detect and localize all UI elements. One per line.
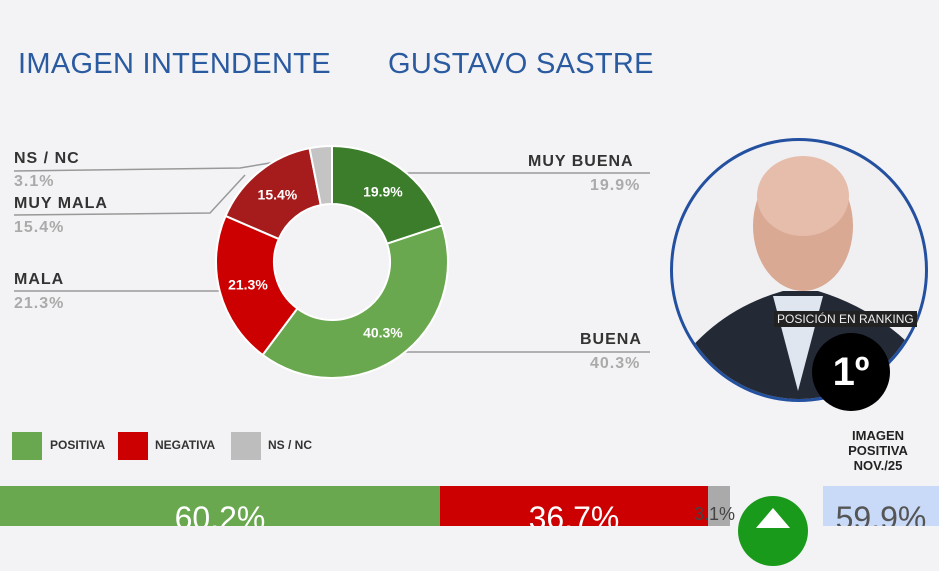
bar-positiva: 60.2% — [0, 486, 440, 526]
bar-positiva-label: 60.2% — [174, 500, 266, 526]
slice-mala — [215, 214, 299, 357]
bar-negativa: 36.7% — [440, 486, 708, 526]
candidate-photo — [670, 138, 928, 402]
legend-label-ns-nc: NS / NC — [268, 438, 313, 452]
legend-swatch-negativa — [118, 432, 148, 460]
value-muy-mala: 15.4% — [14, 219, 65, 236]
bar-ns-nc-label: 3.1% — [694, 504, 736, 524]
ranking-badge: 1º — [812, 333, 890, 411]
label-mala: MALA — [14, 271, 65, 288]
candidate-name: GUSTAVO SASTRE — [388, 48, 654, 80]
slice-label: 21.3% — [228, 276, 268, 292]
legend-swatch-ns-nc — [231, 432, 261, 460]
slice-ns-nc — [308, 144, 333, 207]
slice-label: 19.9% — [363, 183, 403, 199]
chart-title: IMAGEN INTENDENTE — [18, 48, 331, 80]
value-buena: 40.3% — [590, 355, 641, 372]
previous-value: 59.9% — [835, 500, 927, 526]
value-ns-nc: 3.1% — [14, 173, 55, 190]
slice-label: 15.4% — [258, 186, 298, 202]
legend-swatch-positiva — [12, 432, 42, 460]
bar-negativa-label: 36.7% — [528, 500, 620, 526]
label-muy-buena: MUY BUENA — [528, 153, 634, 170]
legend-label-positiva: POSITIVA — [50, 438, 106, 452]
up-arrow-icon — [738, 496, 808, 566]
label-muy-mala: MUY MALA — [14, 195, 108, 212]
legend-label-negativa: NEGATIVA — [155, 438, 216, 452]
previous-label: IMAGEN POSITIVA NOV./25 — [848, 428, 908, 473]
leader-muy-mala — [13, 174, 246, 216]
label-buena: BUENA — [580, 331, 642, 348]
label-ns-nc: NS / NC — [14, 150, 80, 167]
donut-chart: 19.9% 40.3% 21.3% 15.4% — [13, 144, 650, 379]
slice-label: 40.3% — [363, 325, 403, 341]
ranking-label: POSICIÓN EN RANKING — [774, 311, 917, 327]
bar-ns-nc: 3.1% — [694, 486, 735, 526]
slice-muy-buena — [331, 144, 444, 245]
value-mala: 21.3% — [14, 295, 65, 312]
value-muy-buena: 19.9% — [590, 177, 641, 194]
slice-buena — [261, 224, 449, 379]
previous-value-box: 59.9% — [823, 486, 939, 526]
